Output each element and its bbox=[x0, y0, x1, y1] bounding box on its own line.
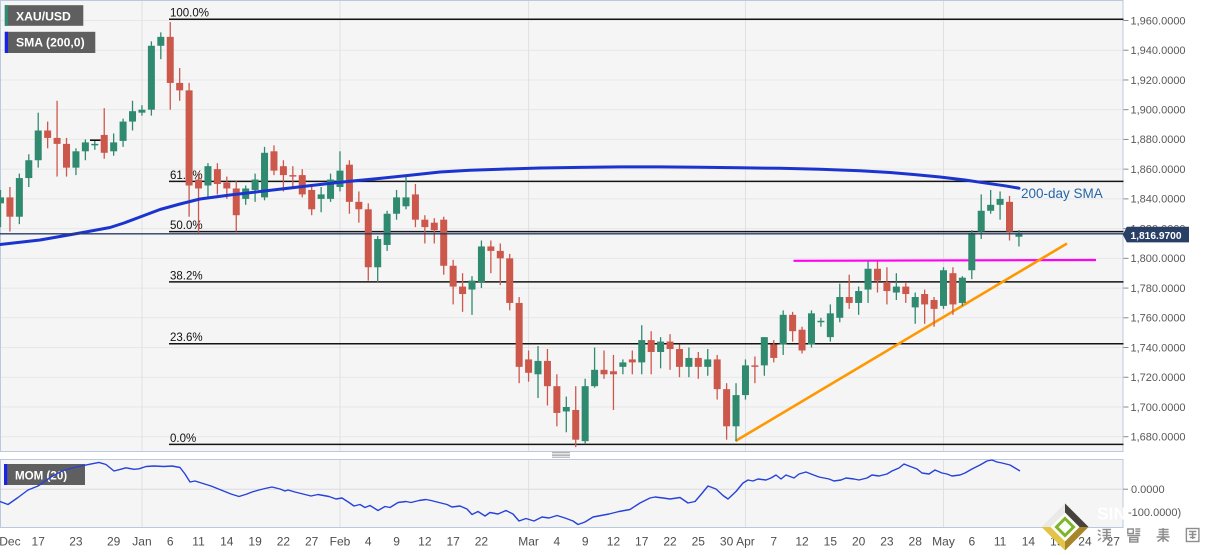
svg-text:Apr: Apr bbox=[736, 535, 755, 549]
svg-text:9: 9 bbox=[582, 535, 589, 549]
svg-text:30: 30 bbox=[720, 535, 734, 549]
svg-text:MOM (20): MOM (20) bbox=[15, 470, 67, 483]
svg-text:15: 15 bbox=[824, 535, 838, 549]
svg-text:1,816.9700: 1,816.9700 bbox=[1131, 231, 1182, 242]
svg-text:1,860.0000: 1,860.0000 bbox=[1131, 164, 1186, 176]
svg-text:6: 6 bbox=[167, 535, 174, 549]
svg-text:23: 23 bbox=[880, 535, 894, 549]
svg-text:23.6%: 23.6% bbox=[170, 332, 203, 344]
svg-text:1,880.0000: 1,880.0000 bbox=[1131, 134, 1186, 146]
svg-text:11: 11 bbox=[192, 535, 205, 549]
svg-text:25: 25 bbox=[692, 535, 706, 549]
svg-text:28: 28 bbox=[909, 535, 923, 549]
svg-text:7: 7 bbox=[770, 535, 777, 549]
svg-text:6: 6 bbox=[968, 535, 975, 549]
svg-text:27: 27 bbox=[1107, 535, 1121, 549]
svg-text:12: 12 bbox=[418, 535, 432, 549]
svg-text:22: 22 bbox=[663, 535, 677, 549]
svg-text:1,960.0000: 1,960.0000 bbox=[1131, 15, 1186, 27]
svg-text:1,760.0000: 1,760.0000 bbox=[1131, 313, 1186, 325]
svg-text:1,940.0000: 1,940.0000 bbox=[1131, 45, 1186, 57]
svg-text:22: 22 bbox=[277, 535, 291, 549]
svg-text:50.0%: 50.0% bbox=[170, 220, 203, 232]
svg-text:1,900.0000: 1,900.0000 bbox=[1131, 104, 1186, 116]
svg-text:17: 17 bbox=[32, 535, 46, 549]
svg-text:38.2%: 38.2% bbox=[170, 270, 203, 282]
svg-text:1,740.0000: 1,740.0000 bbox=[1131, 342, 1186, 354]
svg-text:XAU/USD: XAU/USD bbox=[16, 9, 71, 23]
svg-text:4: 4 bbox=[554, 535, 561, 549]
svg-text:200-day SMA: 200-day SMA bbox=[1021, 186, 1103, 201]
svg-text:1,720.0000: 1,720.0000 bbox=[1131, 372, 1186, 384]
svg-text:May: May bbox=[932, 535, 955, 549]
svg-text:19: 19 bbox=[248, 535, 262, 549]
svg-text:1,920.0000: 1,920.0000 bbox=[1131, 75, 1186, 87]
svg-text:1,700.0000: 1,700.0000 bbox=[1131, 402, 1186, 414]
svg-text:12: 12 bbox=[795, 535, 809, 549]
svg-text:22: 22 bbox=[475, 535, 489, 549]
svg-text:0.0%: 0.0% bbox=[170, 433, 196, 445]
svg-text:Mar: Mar bbox=[518, 535, 539, 549]
svg-text:SIN: SIN bbox=[1097, 504, 1126, 524]
svg-text:17: 17 bbox=[635, 535, 649, 549]
svg-text:SMA (200,0): SMA (200,0) bbox=[16, 35, 85, 49]
svg-text:4: 4 bbox=[365, 535, 372, 549]
svg-text:17: 17 bbox=[446, 535, 460, 549]
svg-text:100.0%: 100.0% bbox=[170, 8, 209, 20]
svg-text:1,680.0000: 1,680.0000 bbox=[1131, 432, 1186, 444]
svg-text:1,780.0000: 1,780.0000 bbox=[1131, 283, 1186, 295]
svg-text:1,840.0000: 1,840.0000 bbox=[1131, 194, 1186, 206]
svg-text:20: 20 bbox=[852, 535, 866, 549]
svg-text:12: 12 bbox=[607, 535, 621, 549]
svg-text:9: 9 bbox=[393, 535, 400, 549]
svg-text:14: 14 bbox=[1022, 535, 1036, 549]
svg-text:27: 27 bbox=[305, 535, 319, 549]
svg-text:11: 11 bbox=[994, 535, 1007, 549]
svg-text:0.0000: 0.0000 bbox=[1131, 484, 1165, 496]
svg-text:-100.0000): -100.0000) bbox=[1128, 507, 1181, 519]
svg-text:23: 23 bbox=[69, 535, 83, 549]
svg-text:29: 29 bbox=[107, 535, 121, 549]
svg-text:Feb: Feb bbox=[330, 535, 351, 549]
svg-text:Dec: Dec bbox=[0, 535, 21, 549]
svg-text:14: 14 bbox=[220, 535, 234, 549]
svg-text:Jan: Jan bbox=[132, 535, 151, 549]
svg-text:24: 24 bbox=[1078, 535, 1092, 549]
svg-text:1,800.0000: 1,800.0000 bbox=[1131, 253, 1186, 265]
